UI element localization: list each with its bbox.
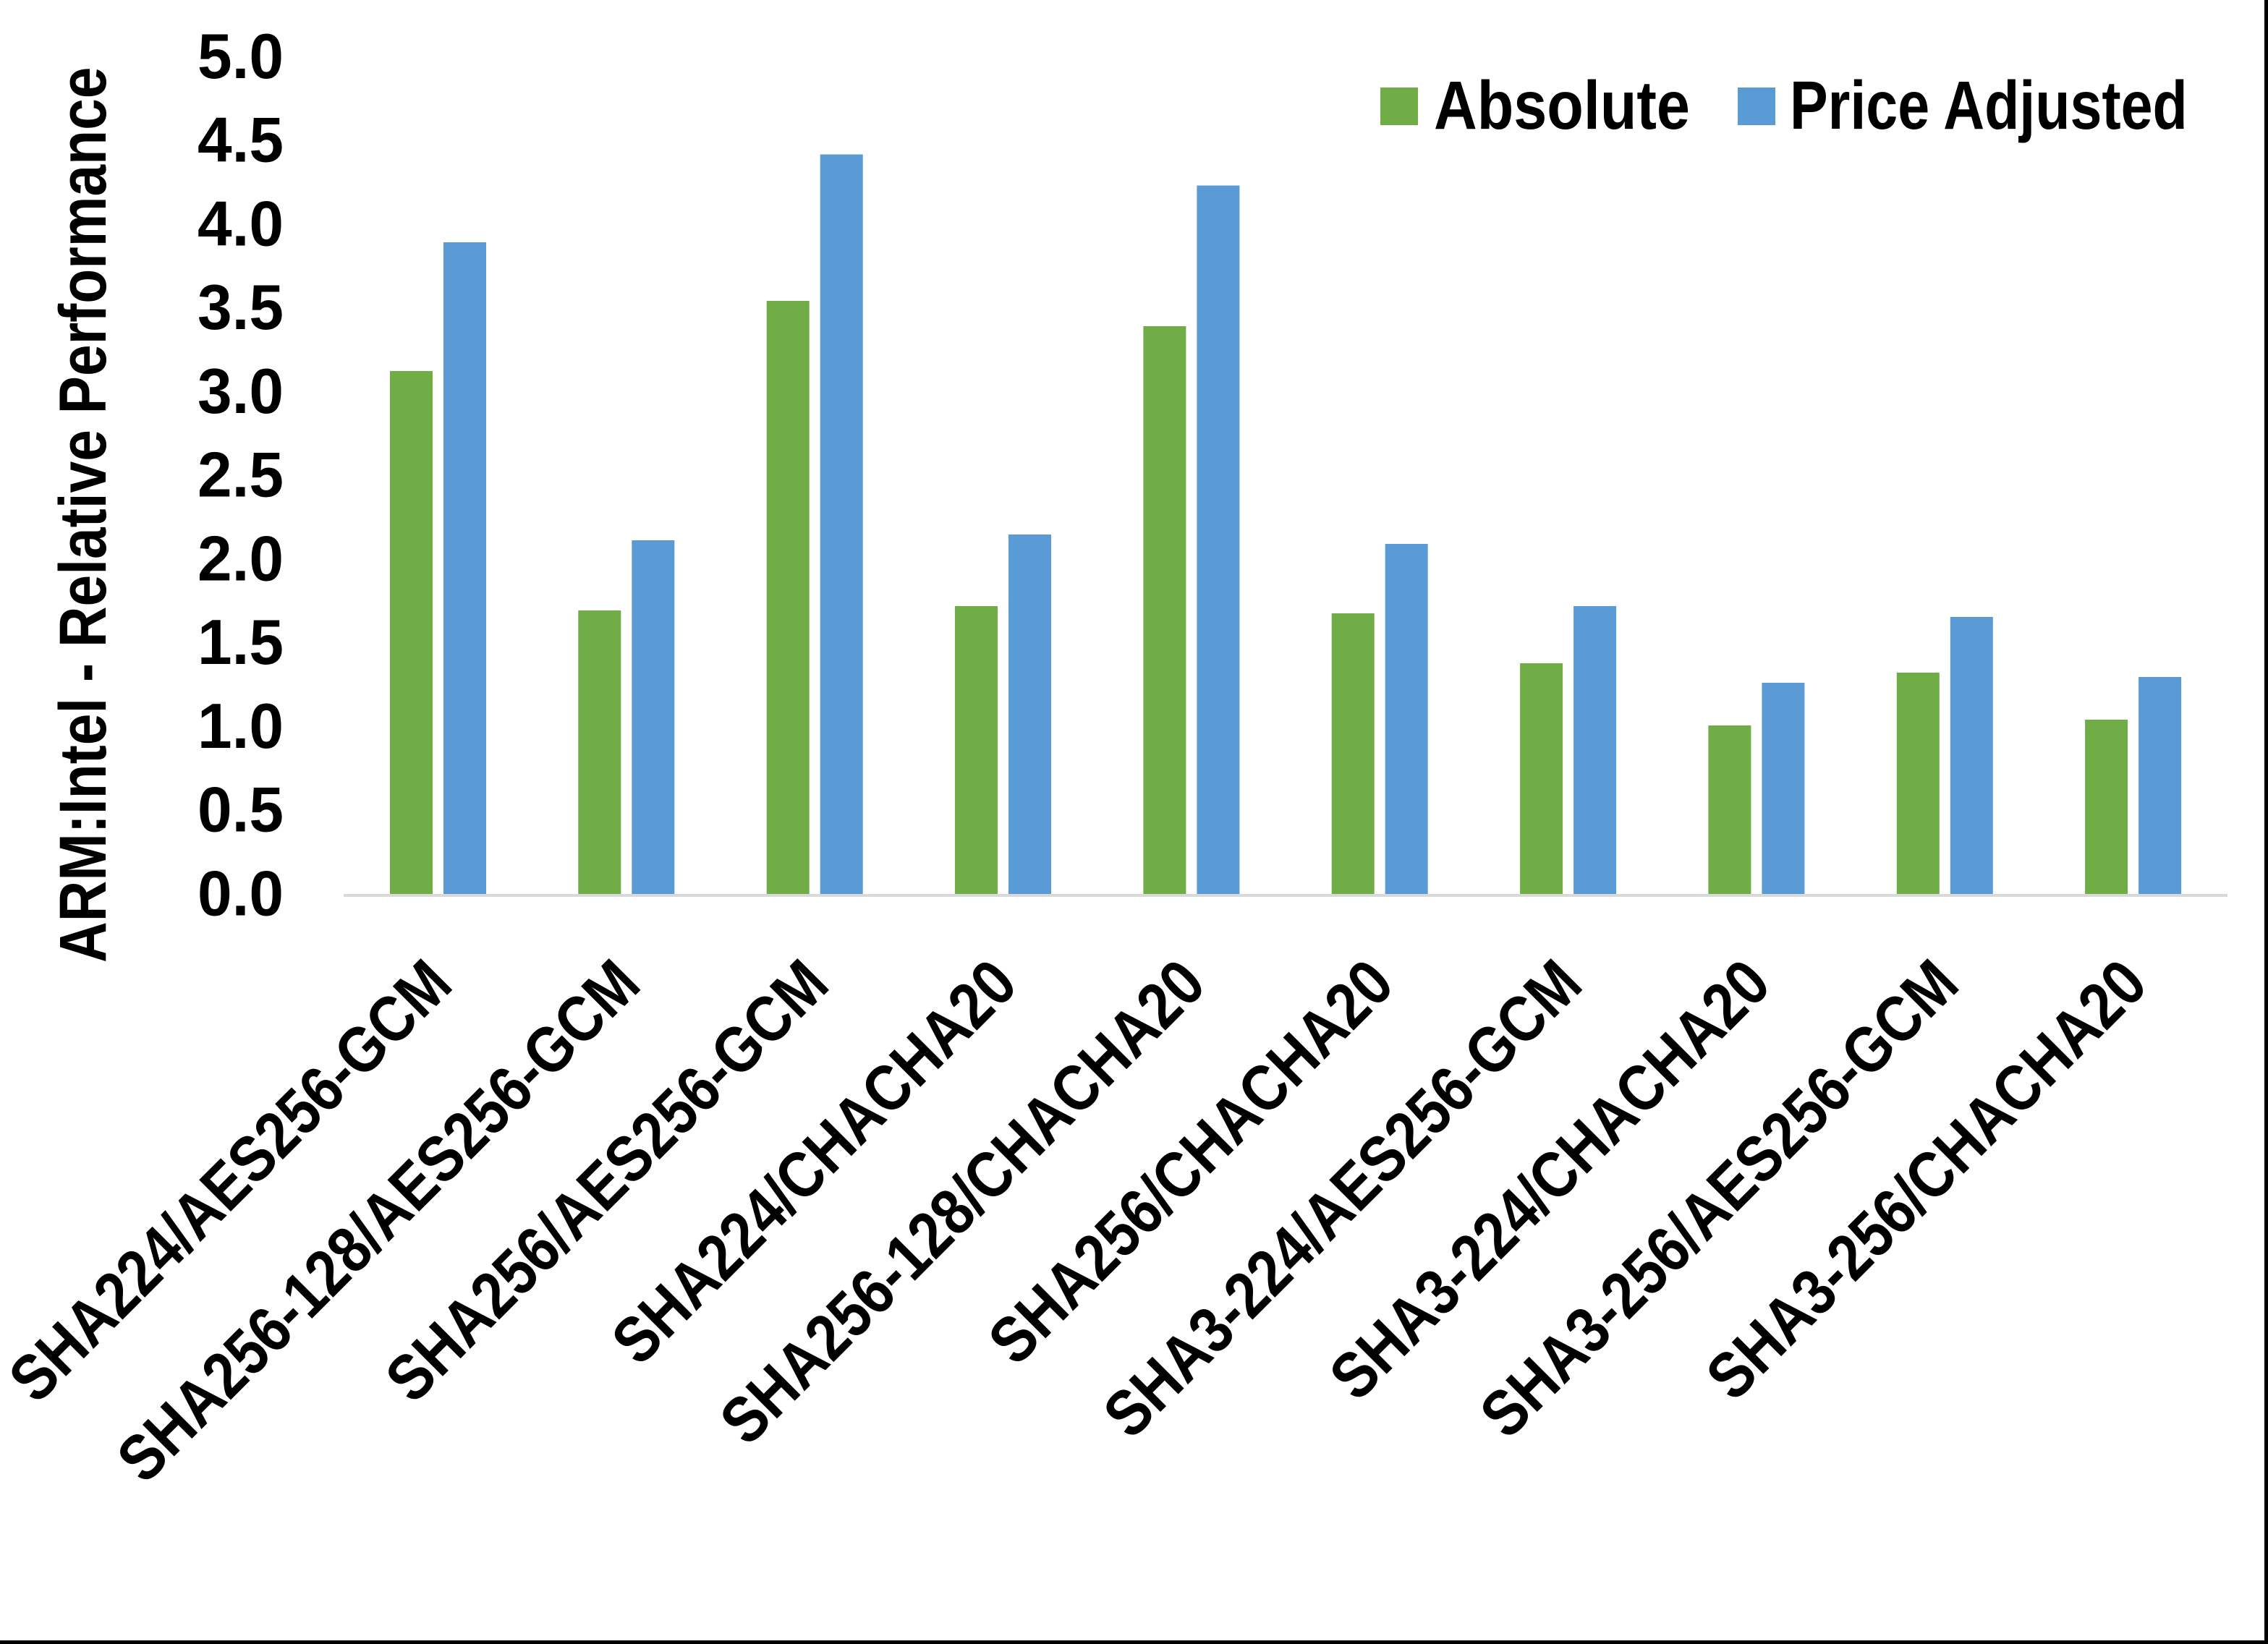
svg-text:0.5: 0.5: [198, 775, 284, 846]
svg-text:1.5: 1.5: [198, 607, 284, 678]
svg-text:2.0: 2.0: [198, 523, 284, 594]
svg-text:4.0: 4.0: [198, 188, 284, 259]
svg-text:3.0: 3.0: [198, 356, 284, 427]
svg-text:3.5: 3.5: [198, 272, 284, 343]
svg-text:Price Adjusted: Price Adjusted: [1790, 67, 2188, 144]
svg-text:2.5: 2.5: [198, 440, 284, 511]
svg-text:ARM:Intel - Relative Performan: ARM:Intel - Relative Performance: [46, 67, 120, 963]
svg-text:1.0: 1.0: [198, 691, 284, 762]
svg-text:0.0: 0.0: [198, 858, 284, 929]
svg-text:4.5: 4.5: [198, 105, 284, 176]
svg-text:5.0: 5.0: [198, 21, 284, 92]
svg-text:Absolute: Absolute: [1434, 67, 1690, 144]
